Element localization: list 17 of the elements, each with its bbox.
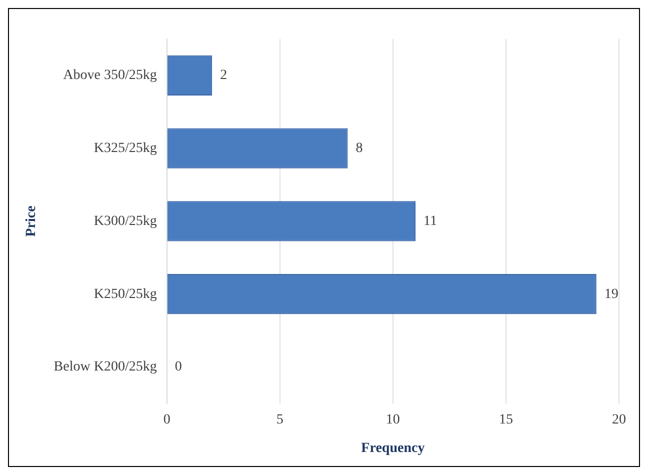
y-tick-label: Below K200/25kg	[54, 360, 157, 375]
x-tick-label: 15	[498, 412, 513, 428]
y-axis-title: Price	[24, 206, 40, 237]
y-tick-label: K300/25kg	[94, 214, 157, 229]
x-tick-label: 10	[386, 412, 400, 428]
data-label: 19	[604, 286, 618, 302]
y-tick-label: K250/25kg	[94, 286, 157, 302]
x-tick-label: 0	[163, 412, 170, 428]
data-label: 2	[220, 68, 228, 84]
x-axis-title: Frequency	[361, 441, 425, 456]
data-label: 11	[424, 214, 438, 229]
data-label: 8	[356, 140, 363, 156]
x-tick-label: 5	[276, 412, 284, 428]
data-label: 0	[174, 360, 182, 375]
y-tick-label: Above 350/25kg	[63, 68, 157, 84]
x-tick-label: 20	[612, 412, 626, 428]
y-tick-label: K325/25kg	[94, 140, 157, 156]
